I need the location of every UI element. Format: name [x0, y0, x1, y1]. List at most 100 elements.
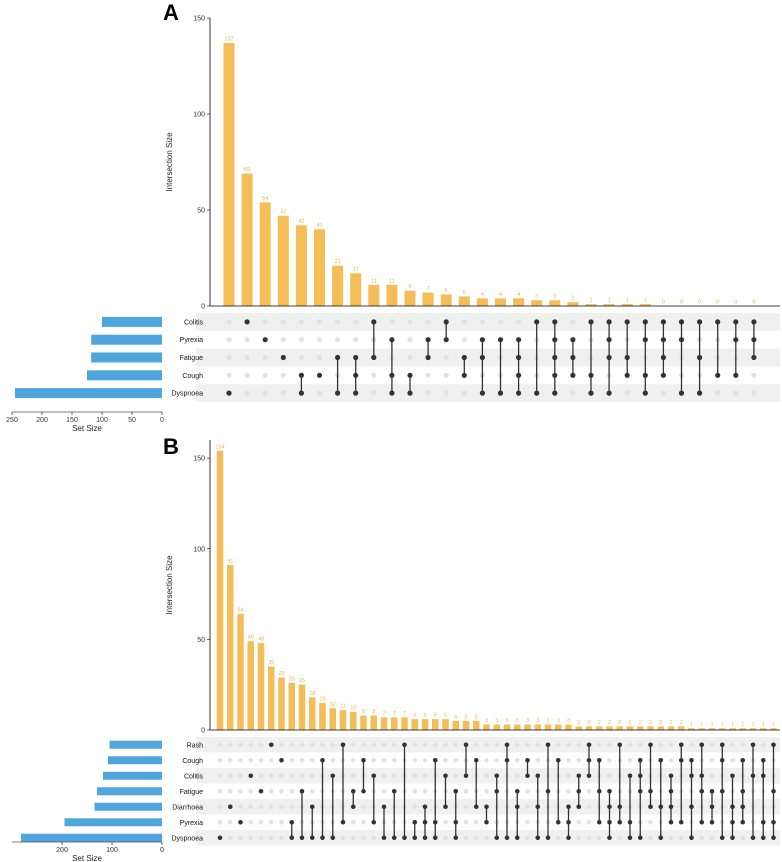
matrix-dot-filled	[289, 819, 295, 825]
intersection-bar-label: 0	[662, 300, 665, 306]
matrix-dot-filled	[637, 788, 643, 794]
matrix-dot-filled	[719, 835, 725, 841]
intersection-bar-label: 69	[244, 167, 250, 173]
matrix-dot-filled	[689, 835, 694, 841]
matrix-dot-empty	[227, 835, 233, 841]
matrix-dot-empty	[217, 742, 223, 748]
matrix-dot-filled	[525, 773, 530, 779]
matrix-dot-empty	[371, 835, 377, 841]
matrix-dot-filled	[335, 354, 341, 361]
intersection-bar	[319, 702, 326, 730]
matrix-dot-filled	[497, 390, 504, 396]
matrix-dot-filled	[668, 819, 674, 825]
matrix-dot-empty	[248, 757, 254, 763]
matrix-dot-empty	[289, 757, 295, 763]
matrix-dot-filled	[751, 319, 757, 325]
matrix-dot-filled	[340, 742, 346, 748]
matrix-dot-empty	[525, 742, 530, 748]
intersection-bar-label: 26	[289, 676, 295, 682]
set-name-label: Cough	[182, 373, 203, 380]
matrix-dot-filled	[751, 337, 757, 343]
matrix-dot-filled	[648, 804, 653, 810]
matrix-dot-filled	[566, 819, 571, 825]
matrix-dot-filled	[534, 390, 540, 396]
matrix-dot-filled	[588, 319, 594, 325]
matrix-dot-empty	[248, 742, 254, 748]
matrix-dot-empty	[425, 372, 431, 378]
matrix-dot-filled	[473, 757, 479, 763]
y-tick-label: 0	[201, 304, 205, 311]
matrix-dot-filled	[555, 819, 561, 825]
matrix-dot-filled	[627, 835, 633, 841]
matrix-dot-empty	[740, 742, 746, 748]
intersection-bar	[332, 265, 344, 306]
intersection-bar-label: 8	[408, 284, 411, 290]
matrix-dot-empty	[443, 757, 448, 763]
matrix-dot-filled	[432, 835, 438, 841]
matrix-dot-empty	[226, 372, 232, 378]
intersection-bar-label: 3	[546, 718, 549, 724]
matrix-dot-filled	[709, 788, 715, 794]
matrix-dot-filled	[733, 372, 739, 378]
intersection-bar-label: 54	[262, 196, 268, 202]
matrix-dot-filled	[330, 773, 336, 779]
matrix-dot-empty	[730, 757, 735, 763]
matrix-dot-filled	[699, 788, 705, 794]
matrix-dot-filled	[715, 319, 721, 325]
y-tick-label: 100	[193, 546, 205, 553]
intersection-bar	[309, 697, 316, 730]
matrix-dot-filled	[268, 742, 274, 748]
matrix-dot-empty	[244, 337, 250, 343]
matrix-dot-filled	[289, 835, 295, 841]
intersection-bar	[458, 296, 470, 306]
intersection-bar	[493, 724, 500, 730]
matrix-dot-filled	[751, 354, 757, 361]
matrix-dot-empty	[525, 819, 530, 825]
matrix-dot-empty	[453, 773, 459, 779]
matrix-dot-filled	[504, 742, 510, 748]
matrix-dot-filled	[443, 319, 449, 325]
matrix-dot-filled	[535, 835, 541, 841]
matrix-dot-empty	[555, 835, 561, 841]
intersection-bar-label: 21	[335, 259, 341, 265]
intersection-bar-label: 64	[237, 608, 243, 614]
matrix-dot-empty	[425, 390, 431, 396]
matrix-dot-filled	[371, 773, 377, 779]
matrix-dot-empty	[648, 819, 653, 825]
matrix-dot-filled	[607, 835, 612, 841]
matrix-dot-empty	[353, 337, 359, 343]
matrix-dot-filled	[637, 773, 643, 779]
intersection-bar	[544, 724, 552, 730]
intersection-bar-label: 12	[330, 702, 336, 708]
matrix-dot-empty	[226, 337, 232, 343]
matrix-dot-empty	[280, 319, 286, 325]
matrix-dot-filled	[514, 804, 520, 810]
matrix-dot-empty	[268, 804, 274, 810]
matrix-dot-filled	[371, 319, 377, 325]
matrix-dot-filled	[668, 773, 674, 779]
matrix-dot-empty	[268, 757, 274, 763]
matrix-dot-filled	[389, 372, 395, 378]
matrix-dot-filled	[660, 337, 667, 343]
intersection-bar	[401, 717, 408, 730]
matrix-dot-empty	[576, 742, 582, 748]
matrix-dot-empty	[751, 390, 757, 396]
set-name-label: Diarrhoea	[172, 804, 203, 811]
matrix-dot-empty	[350, 742, 356, 748]
matrix-dot-empty	[258, 757, 264, 763]
matrix-dot-filled	[353, 390, 359, 396]
intersection-bar	[432, 719, 439, 730]
matrix-dot-filled	[552, 354, 558, 361]
intersection-bar	[404, 290, 416, 306]
set-size-bar	[109, 740, 162, 749]
matrix-dot-empty	[422, 757, 428, 763]
matrix-dot-filled	[545, 788, 551, 794]
matrix-dot-empty	[453, 742, 459, 748]
intersection-bar-label: 3	[535, 294, 538, 300]
matrix-dot-filled	[473, 804, 479, 810]
intersection-bar	[442, 719, 449, 730]
matrix-dot-empty	[238, 788, 243, 794]
matrix-dot-filled	[660, 354, 667, 361]
matrix-dot-empty	[412, 742, 418, 748]
